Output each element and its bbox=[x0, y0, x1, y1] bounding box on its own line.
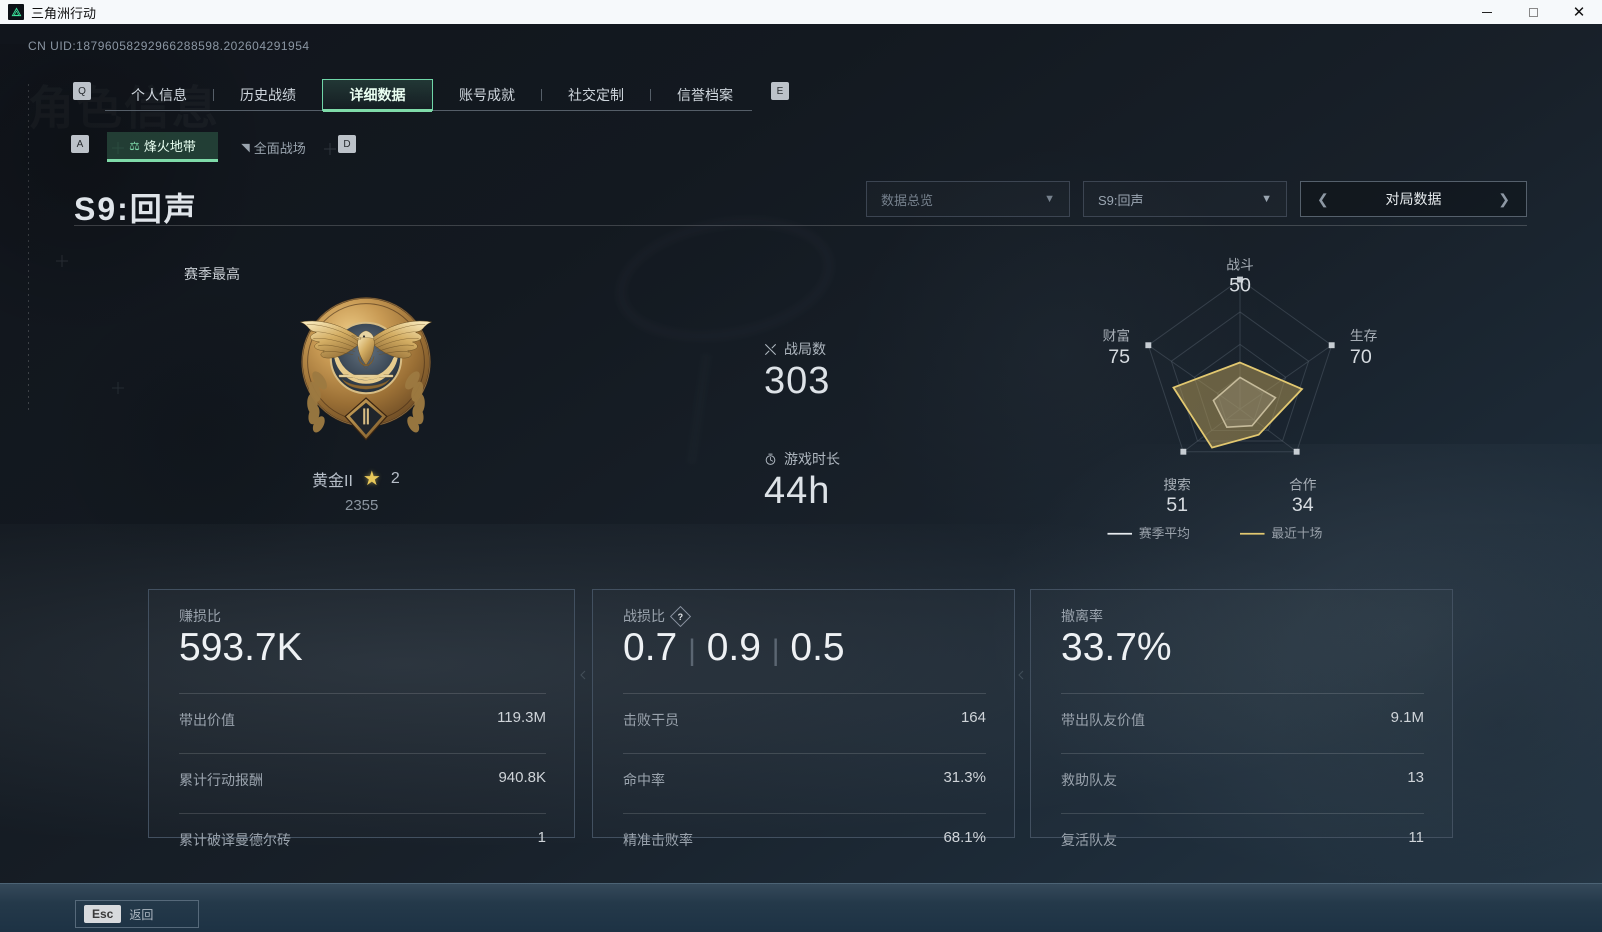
svg-text:财富: 财富 bbox=[1103, 327, 1130, 343]
svg-text:50: 50 bbox=[1229, 274, 1251, 296]
svg-text:75: 75 bbox=[1108, 346, 1130, 368]
svg-text:战斗: 战斗 bbox=[1226, 258, 1253, 273]
svg-text:51: 51 bbox=[1166, 494, 1188, 516]
svg-text:赛季平均: 赛季平均 bbox=[1139, 526, 1190, 541]
svg-text:最近十场: 最近十场 bbox=[1271, 526, 1322, 541]
svg-text:70: 70 bbox=[1350, 346, 1372, 368]
svg-text:搜索: 搜索 bbox=[1163, 478, 1190, 493]
svg-text:生存: 生存 bbox=[1350, 328, 1378, 343]
svg-text:合作: 合作 bbox=[1289, 478, 1317, 493]
svg-text:34: 34 bbox=[1292, 494, 1314, 516]
